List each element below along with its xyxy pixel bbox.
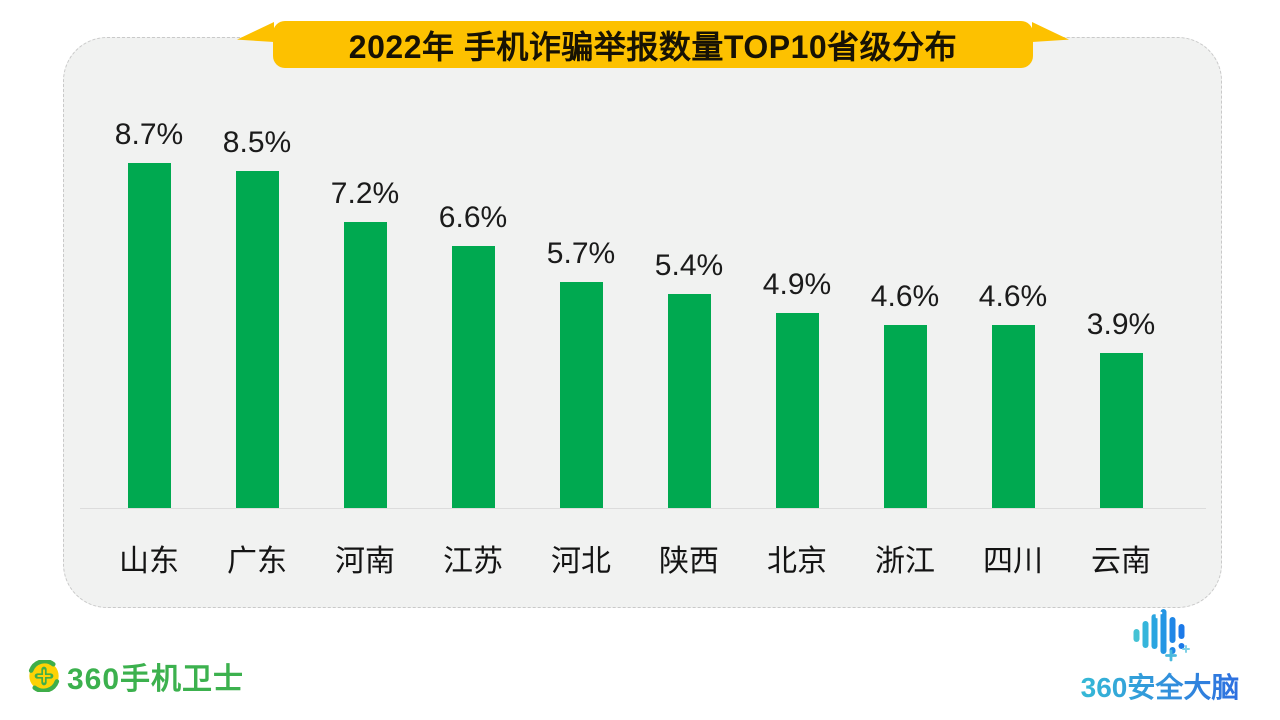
bar-column: 7.2% bbox=[311, 100, 419, 508]
bar bbox=[1099, 353, 1143, 508]
logo-360-mobile-guard: 360手机卫士 bbox=[28, 654, 244, 698]
bar bbox=[127, 163, 171, 508]
logo-360-security-brain-label: 360安全大脑 bbox=[1081, 666, 1240, 706]
category-label: 河北 bbox=[551, 545, 611, 578]
bar-column: 8.7% bbox=[95, 100, 203, 508]
bar-value-label: 8.5% bbox=[222, 126, 292, 159]
category-label: 浙江 bbox=[875, 545, 935, 578]
labels-row: 山东 广东 河南 江苏 河北 陕西 北京 浙江 四川 云南 bbox=[95, 536, 1175, 580]
category-label: 北京 bbox=[767, 545, 827, 578]
category-label: 云南 bbox=[1091, 545, 1151, 578]
category-label: 河南 bbox=[335, 545, 395, 578]
bar-value-label: 4.6% bbox=[870, 280, 940, 313]
bar bbox=[235, 171, 279, 508]
bar-value-label: 5.4% bbox=[654, 249, 724, 282]
bar-value-label: 4.6% bbox=[978, 280, 1048, 313]
360-mobile-guard-icon bbox=[28, 660, 60, 692]
category-label: 四川 bbox=[983, 545, 1043, 578]
bar-value-label: 3.9% bbox=[1086, 308, 1156, 341]
bar-column: 5.4% bbox=[635, 100, 743, 508]
brain-wave-icon bbox=[1133, 608, 1190, 662]
ribbon-fold-right bbox=[1032, 22, 1069, 42]
bar-value-label: 5.7% bbox=[546, 237, 616, 270]
bar bbox=[775, 313, 819, 508]
bar-column: 3.9% bbox=[1067, 100, 1175, 508]
category-label: 广东 bbox=[227, 545, 287, 578]
logo-360-security-brain: 360安全大脑 bbox=[1075, 608, 1245, 706]
bar-column: 5.7% bbox=[527, 100, 635, 508]
bar-column: 8.5% bbox=[203, 100, 311, 508]
x-axis-line bbox=[80, 508, 1206, 509]
bar bbox=[451, 246, 495, 508]
bar bbox=[883, 325, 927, 508]
chart-title: 2022年 手机诈骗举报数量TOP10省级分布 bbox=[348, 28, 958, 65]
category-label: 陕西 bbox=[659, 545, 719, 578]
bar bbox=[991, 325, 1035, 508]
bar-column: 4.6% bbox=[851, 100, 959, 508]
logo-360-mobile-guard-label: 360手机卫士 bbox=[67, 663, 245, 696]
category-label: 山东 bbox=[119, 545, 179, 578]
bar bbox=[559, 282, 603, 508]
bar-column: 4.6% bbox=[959, 100, 1067, 508]
bar-value-label: 7.2% bbox=[330, 177, 400, 210]
category-label: 江苏 bbox=[443, 545, 503, 578]
bar bbox=[667, 294, 711, 508]
bar-value-label: 8.7% bbox=[114, 118, 184, 151]
bar-column: 4.9% bbox=[743, 100, 851, 508]
bar bbox=[343, 222, 387, 508]
ribbon-fold-left bbox=[237, 22, 274, 42]
title-banner: 2022年 手机诈骗举报数量TOP10省级分布 bbox=[237, 21, 1069, 68]
bar-value-label: 4.9% bbox=[762, 268, 832, 301]
bar-value-label: 6.6% bbox=[438, 201, 508, 234]
bars-row: 8.7% 8.5% 7.2% 6.6% 5.7% 5.4% 4.9% 4.6% 4.6% 3.9% bbox=[95, 100, 1175, 508]
bar-column: 6.6% bbox=[419, 100, 527, 508]
